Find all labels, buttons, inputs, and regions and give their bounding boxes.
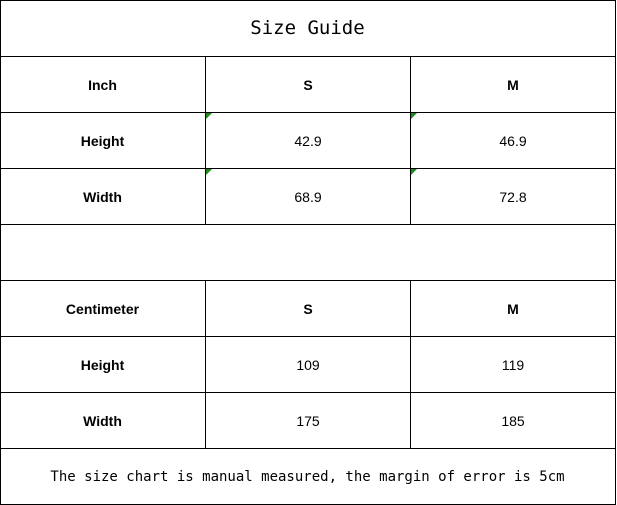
text-indicator-icon [411, 169, 417, 175]
table-row: Width 68.9 72.8 [0, 168, 615, 224]
value-cell: 119 [410, 337, 615, 392]
row-label: Width [83, 412, 122, 429]
value: 72.8 [499, 188, 527, 205]
value-cell: 42.9 [205, 113, 410, 168]
table-row: Width 175 185 [0, 392, 615, 448]
value-cell: 46.9 [410, 113, 615, 168]
header-cell: S [205, 281, 410, 336]
text-indicator-icon [206, 113, 212, 119]
value: 42.9 [294, 132, 322, 149]
spacer-row [0, 224, 615, 280]
text-indicator-icon [411, 113, 417, 119]
header-cell: M [410, 57, 615, 112]
row-label: Height [80, 132, 125, 149]
value-cell: 68.9 [205, 169, 410, 224]
header-cell: M [410, 281, 615, 336]
measurement-note: The size chart is manual measured, the m… [50, 469, 565, 485]
table-row: Height 42.9 46.9 [0, 112, 615, 168]
value-cell: 175 [205, 393, 410, 448]
cm-header-row: Centimeter S M [0, 280, 615, 336]
page-title: Size Guide [250, 17, 365, 39]
header-cell: S [205, 57, 410, 112]
row-label: Height [80, 356, 125, 373]
value-cell: 109 [205, 337, 410, 392]
text-indicator-icon [206, 169, 212, 175]
row-label: Width [83, 188, 122, 205]
header-cell: Centimeter [65, 300, 140, 317]
value: 68.9 [294, 188, 322, 205]
header-cell: Inch [88, 76, 117, 93]
value-cell: 185 [410, 393, 615, 448]
table-row: Height 109 119 [0, 336, 615, 392]
title-row: Size Guide [0, 0, 615, 56]
value: 46.9 [499, 132, 527, 149]
note-row: The size chart is manual measured, the m… [0, 448, 615, 505]
value-cell: 72.8 [410, 169, 615, 224]
inch-header-row: Inch S M [0, 56, 615, 112]
